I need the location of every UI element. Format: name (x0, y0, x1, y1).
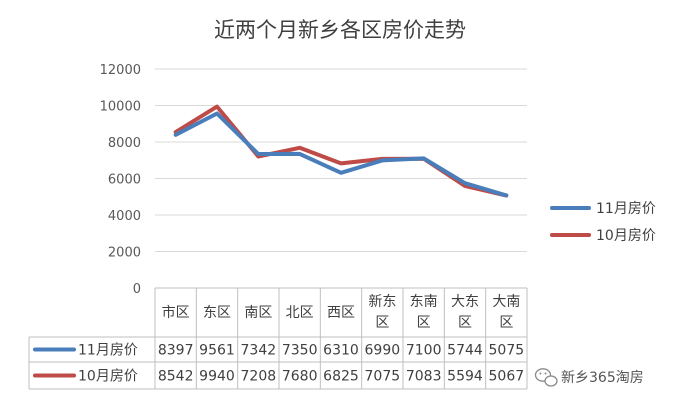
data-label: 9561 (199, 343, 235, 359)
data-label: 5075 (489, 343, 525, 359)
legend-label: 10月房价 (596, 228, 656, 244)
data-label: 5744 (447, 343, 483, 359)
x-tick-label: 市区 (162, 304, 190, 321)
data-label: 7083 (406, 369, 442, 385)
y-tick-label: 4000 (108, 209, 141, 224)
data-label: 7100 (406, 343, 442, 359)
y-tick-label: 2000 (108, 246, 141, 261)
watermark: 新乡365淘房 (534, 368, 644, 387)
data-label: 7680 (282, 369, 318, 385)
legend-label: 11月房价 (596, 201, 656, 217)
data-label: 6310 (323, 343, 359, 359)
y-tick-label: 12000 (100, 63, 141, 78)
x-tick-label: 北区 (286, 305, 314, 321)
x-tick-label: 大南区 (492, 294, 520, 331)
x-tick-label: 大东区 (451, 294, 479, 331)
y-tick-label: 8000 (108, 136, 141, 151)
data-label: 5067 (489, 369, 525, 385)
data-label: 7350 (282, 343, 318, 359)
table-series-label: 11月房价 (78, 343, 138, 359)
data-label: 7342 (241, 343, 277, 359)
data-label: 5594 (447, 369, 483, 385)
watermark-text: 新乡365淘房 (561, 370, 644, 386)
y-tick-label: 6000 (108, 173, 141, 188)
data-label: 7075 (365, 369, 401, 385)
x-tick-label: 南区 (244, 305, 272, 321)
data-label: 6825 (323, 369, 359, 385)
data-label: 6990 (365, 343, 401, 359)
data-label: 9940 (199, 369, 235, 385)
x-tick-label: 东南区 (410, 294, 438, 331)
y-tick-label: 10000 (100, 100, 141, 115)
x-tick-label: 东区 (203, 305, 231, 321)
table-series-label: 10月房价 (78, 369, 138, 385)
y-tick-label: 0 (133, 282, 141, 297)
data-label: 8542 (158, 369, 194, 385)
x-tick-label: 西区 (327, 305, 355, 321)
x-tick-label: 新东区 (368, 294, 396, 331)
data-label: 8397 (158, 343, 194, 359)
series-line (173, 111, 509, 198)
chart-title: 近两个月新乡各区房价走势 (214, 18, 466, 42)
wechat-icon (534, 368, 558, 387)
data-label: 7208 (241, 369, 277, 385)
